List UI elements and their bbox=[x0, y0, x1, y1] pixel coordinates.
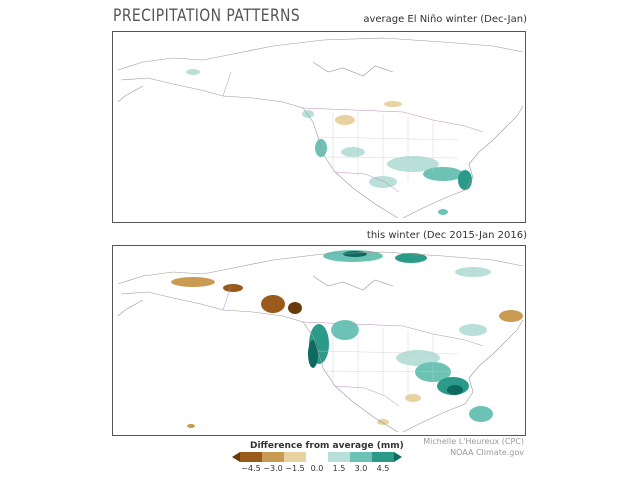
legend-swatch bbox=[306, 452, 329, 462]
anomaly-dry-northeast bbox=[499, 310, 523, 322]
legend-tick-label: −4.5 bbox=[241, 464, 261, 473]
legend-tick-label: −1.5 bbox=[285, 464, 305, 473]
anomaly-wet-pacific-nw-dark bbox=[308, 340, 318, 368]
legend-tick-label: 3.0 bbox=[354, 464, 368, 473]
anomaly-wet-pacific-nw bbox=[302, 110, 314, 118]
legend-colorbar bbox=[232, 452, 402, 462]
anomaly-wet-texas bbox=[387, 156, 439, 172]
legend-title: Difference from average (mm) bbox=[250, 441, 404, 451]
map1-coastlines bbox=[117, 37, 524, 219]
map2-anomaly-layer bbox=[171, 250, 523, 428]
credit-author: Michelle L'Heureux (CPC) bbox=[423, 437, 524, 446]
legend-arrow-right bbox=[394, 452, 402, 462]
anomaly-dry-alaska bbox=[171, 277, 215, 287]
anomaly-dry-lakes bbox=[384, 101, 402, 107]
anomaly-wet-plains bbox=[396, 350, 440, 366]
map1-state-lines bbox=[317, 112, 459, 182]
anomaly-wet-hudson-dark bbox=[343, 251, 367, 257]
anomaly-dry-bc bbox=[261, 295, 285, 313]
anomaly-wet-florida bbox=[458, 170, 472, 190]
legend-tick-label: −3.0 bbox=[263, 464, 283, 473]
anomaly-wet-quebec bbox=[455, 267, 491, 277]
credit-source: NOAA Climate.gov bbox=[450, 448, 524, 457]
map1-subtitle: average El Niño winter (Dec-Jan) bbox=[363, 14, 527, 25]
map-average-el-nino bbox=[112, 31, 526, 223]
map1-svg bbox=[117, 37, 524, 219]
legend-swatch bbox=[372, 452, 395, 462]
legend-arrow-left bbox=[232, 452, 240, 462]
legend-tick-label: 4.5 bbox=[376, 464, 390, 473]
anomaly-wet-gulf bbox=[423, 167, 463, 181]
map2-borders bbox=[222, 285, 484, 407]
map1-borders bbox=[222, 71, 484, 193]
anomaly-dry-mexico bbox=[377, 419, 389, 425]
anomaly-wet-alaska bbox=[186, 69, 200, 75]
anomaly-dry-bc-dark bbox=[288, 302, 302, 314]
legend-swatch bbox=[284, 452, 307, 462]
legend-swatch bbox=[240, 452, 263, 462]
map-this-winter bbox=[112, 245, 526, 436]
page-title: PRECIPITATION PATTERNS bbox=[113, 6, 301, 26]
anomaly-dry-texas bbox=[405, 394, 421, 402]
legend-tick-label: 0.0 bbox=[310, 464, 324, 473]
map2-subtitle: this winter (Dec 2015-Jan 2016) bbox=[366, 230, 527, 241]
anomaly-wet-lakes bbox=[459, 324, 487, 336]
anomaly-wet-southwest bbox=[341, 147, 365, 157]
anomaly-dry-alaska-dark bbox=[223, 284, 243, 292]
legend-tick-label: 1.5 bbox=[332, 464, 346, 473]
legend-swatch bbox=[350, 452, 373, 462]
map2-state-lines bbox=[317, 326, 459, 396]
anomaly-wet-idaho bbox=[331, 320, 359, 340]
anomaly-dry-hawaii bbox=[187, 424, 195, 428]
anomaly-wet-labrador bbox=[395, 253, 427, 263]
anomaly-dry-ohio bbox=[335, 115, 355, 125]
anomaly-wet-florida bbox=[469, 406, 493, 422]
legend-swatch bbox=[262, 452, 285, 462]
map2-svg bbox=[117, 250, 524, 433]
map1-anomaly-layer bbox=[186, 69, 472, 215]
legend-swatch bbox=[328, 452, 351, 462]
anomaly-wet-southeast-dark bbox=[447, 385, 463, 395]
anomaly-wet-baja bbox=[438, 209, 448, 215]
